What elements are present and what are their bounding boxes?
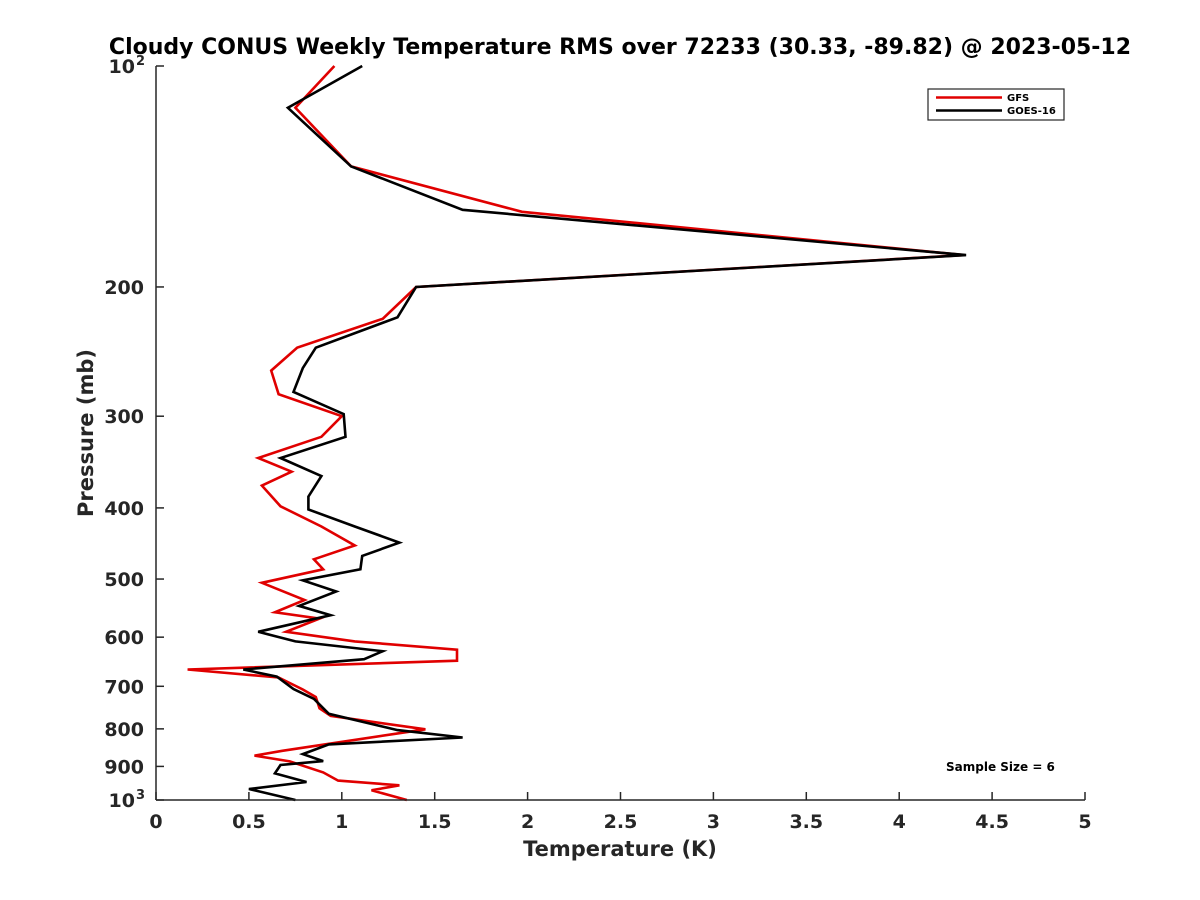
x-tick-label: 3 [707, 811, 720, 833]
series-line-goes-16 [243, 64, 967, 802]
legend-label-goes16: GOES-16 [1007, 106, 1056, 117]
legend-box [927, 88, 1065, 121]
y-axis-label: Pressure (mb) [74, 349, 98, 517]
legend: GFS GOES-16 [927, 88, 1065, 121]
y-tick-label: 10 [109, 790, 135, 812]
x-tick-label: 5 [1078, 811, 1091, 833]
y-tick-label: 600 [104, 627, 144, 649]
y-tick-label: 900 [104, 756, 144, 778]
x-tick-label: 1.5 [418, 811, 452, 833]
x-tick-label: 4.5 [975, 811, 1009, 833]
series-layer [187, 64, 967, 802]
x-tick-label: 0 [149, 811, 162, 833]
series-line-gfs [187, 65, 965, 802]
y-tick-label: 300 [104, 406, 144, 428]
x-tick-label: 3.5 [789, 811, 823, 833]
y-tick-label: 800 [104, 719, 144, 741]
x-tick-label: 2.5 [604, 811, 638, 833]
x-tick-label: 1 [335, 811, 348, 833]
x-tick-label: 0.5 [232, 811, 266, 833]
sample-size-note: Sample Size = 6 [946, 760, 1055, 774]
x-tick-label: 4 [893, 811, 906, 833]
x-axis-label: Temperature (K) [523, 837, 717, 861]
y-tick-label: 400 [104, 498, 144, 520]
y-tick-label: 200 [104, 277, 144, 299]
y-tick-exponent: 2 [136, 54, 145, 69]
x-ticks: 0 0.5 1 1.5 2 2.5 3 3.5 4 4.5 5 [149, 792, 1092, 833]
y-tick-exponent: 3 [136, 788, 145, 803]
y-tick-label: 500 [104, 569, 144, 591]
y-tick-label: 10 [109, 56, 135, 78]
legend-label-gfs: GFS [1007, 93, 1029, 104]
x-tick-label: 2 [521, 811, 534, 833]
chart-title: Cloudy CONUS Weekly Temperature RMS over… [109, 35, 1131, 60]
y-tick-label: 700 [104, 676, 144, 698]
